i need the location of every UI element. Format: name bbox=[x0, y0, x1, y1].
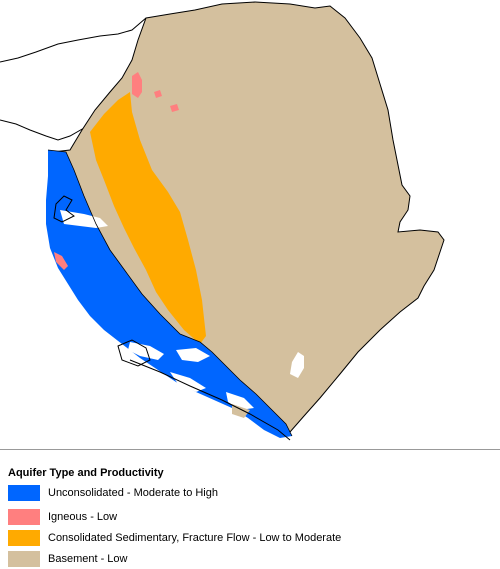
legend-label-igneous: Igneous - Low bbox=[48, 511, 118, 523]
region-unconsolidated bbox=[46, 150, 292, 438]
legend-item-unconsolidated: Unconsolidated - Moderate to High bbox=[8, 485, 488, 503]
legend-swatch-unconsolidated bbox=[8, 485, 40, 501]
region-igneous bbox=[132, 72, 142, 98]
map-canvas bbox=[0, 1, 445, 441]
legend-item-basement: Basement - Low bbox=[8, 551, 488, 569]
legend-swatch-igneous bbox=[8, 509, 40, 525]
coastline-outline bbox=[47, 149, 293, 437]
legend-title: Aquifer Type and Productivity bbox=[8, 467, 164, 479]
estuary-outline bbox=[53, 195, 75, 223]
region-igneous bbox=[170, 104, 179, 112]
region-igneous bbox=[154, 90, 162, 98]
map-divider bbox=[0, 449, 500, 450]
river-cutout bbox=[226, 392, 254, 410]
river-cutout bbox=[176, 348, 210, 362]
border-line-north bbox=[0, 17, 147, 63]
aquifer-map bbox=[0, 1, 445, 441]
legend-item-igneous: Igneous - Low bbox=[8, 509, 488, 527]
legend-swatch-consolidated bbox=[8, 530, 40, 546]
legend-item-consolidated: Consolidated Sedimentary, Fracture Flow … bbox=[8, 530, 488, 548]
legend: Aquifer Type and Productivity Unconsolid… bbox=[0, 450, 500, 569]
river-cutout bbox=[128, 342, 164, 360]
legend-label-unconsolidated: Unconsolidated - Moderate to High bbox=[48, 487, 218, 499]
legend-label-consolidated: Consolidated Sedimentary, Fracture Flow … bbox=[48, 532, 342, 544]
legend-label-basement: Basement - Low bbox=[48, 553, 128, 565]
island-outline bbox=[117, 339, 151, 367]
region-consolidated-sedimentary bbox=[90, 92, 206, 344]
region-basement bbox=[51, 1, 445, 433]
region-igneous bbox=[54, 252, 68, 270]
legend-swatch-basement bbox=[8, 551, 40, 567]
lake-cutout bbox=[290, 352, 304, 378]
coast-line-south bbox=[129, 359, 291, 441]
river-cutout bbox=[170, 372, 206, 392]
